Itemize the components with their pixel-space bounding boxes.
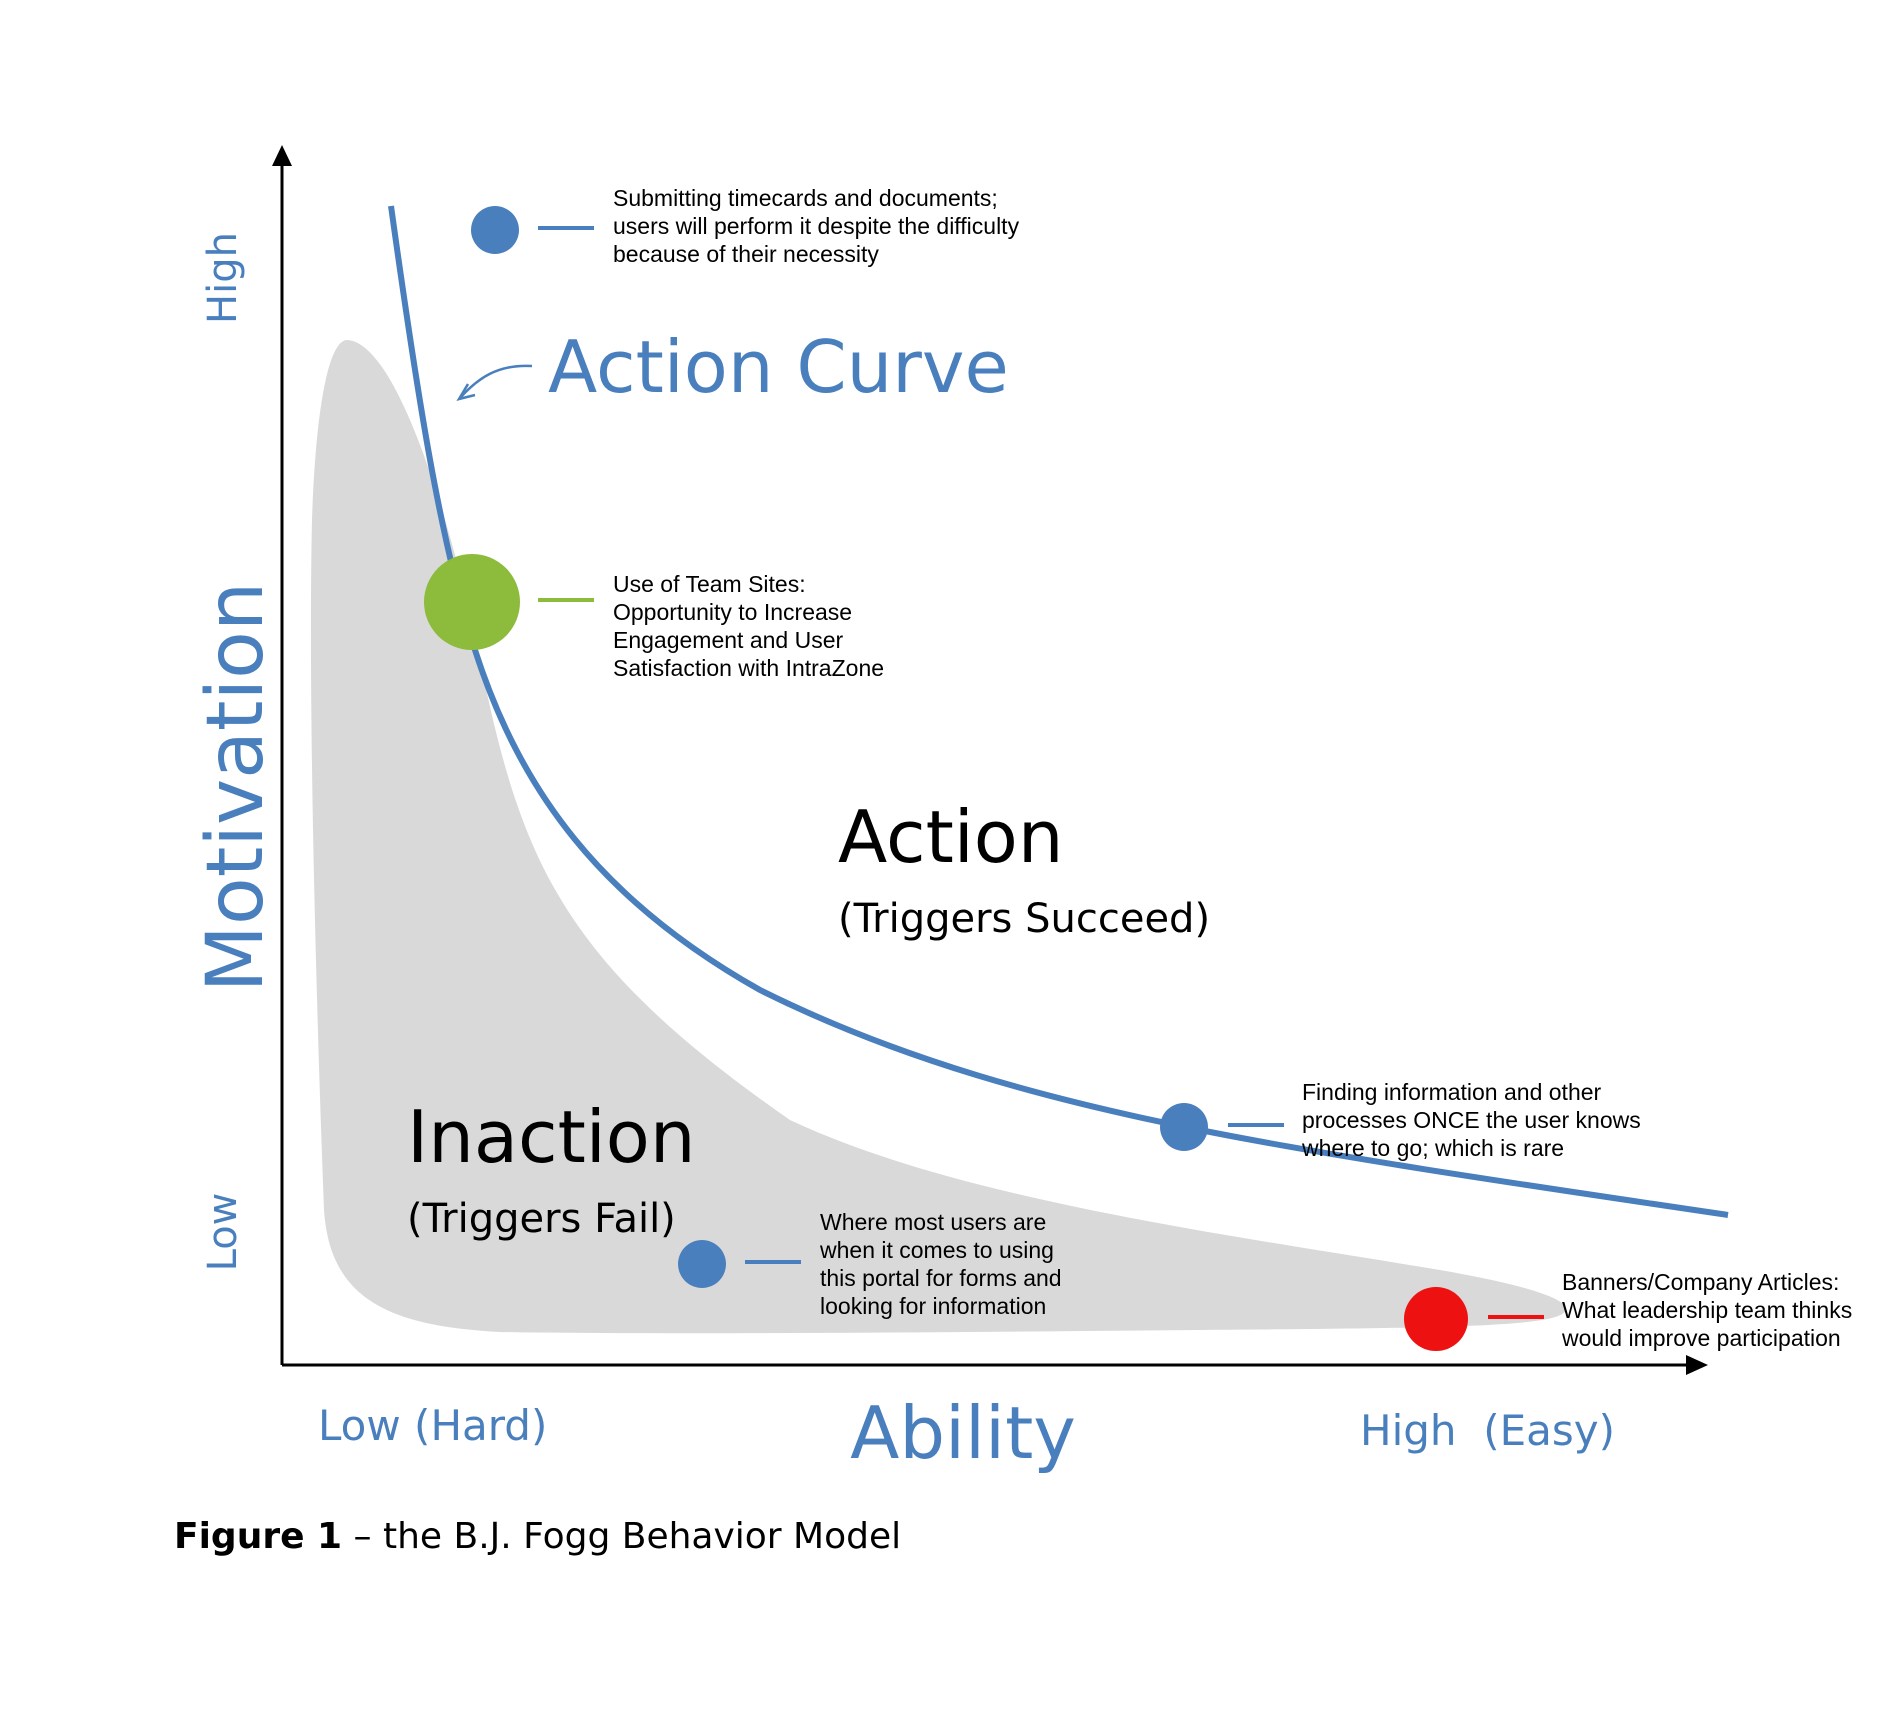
x-axis-title: Ability — [850, 1391, 1076, 1475]
marker-timecards: Submitting timecards and documents; user… — [471, 185, 1025, 267]
marker-label-line: because of their necessity — [613, 241, 879, 267]
marker-label-line: looking for information — [820, 1293, 1046, 1319]
marker-label-line: when it comes to using — [819, 1237, 1054, 1263]
marker-label: Use of Team Sites: Opportunity to Increa… — [613, 571, 884, 681]
marker-finding-info: Finding information and other processes … — [1160, 1079, 1647, 1161]
inaction-region — [310, 339, 1567, 1334]
marker-label-line: Opportunity to Increase — [613, 599, 852, 625]
marker-label-line: What leadership team thinks — [1562, 1297, 1852, 1323]
marker-banners: Banners/Company Articles: What leadershi… — [1404, 1269, 1859, 1351]
marker-label-line: this portal for forms and — [820, 1265, 1062, 1291]
marker-label-line: Satisfaction with IntraZone — [613, 655, 884, 681]
inaction-region-title: Inaction — [407, 1095, 696, 1179]
action-region-subtitle: (Triggers Succeed) — [838, 896, 1210, 942]
marker-label: Submitting timecards and documents; user… — [613, 185, 1025, 267]
x-axis-low-label: Low (Hard) — [318, 1401, 547, 1450]
action-curve-label: Action Curve — [548, 325, 1009, 409]
marker-dot — [471, 206, 519, 254]
y-axis-low-label: Low — [200, 1193, 246, 1272]
marker-label: Where most users are when it comes to us… — [819, 1209, 1068, 1319]
figure-caption: Figure 1 – the B.J. Fogg Behavior Model — [174, 1516, 901, 1557]
action-curve-pointer-arrow — [459, 364, 533, 399]
marker-dot — [424, 554, 520, 650]
figure-caption-number: Figure 1 — [174, 1516, 342, 1557]
marker-dot — [1404, 1287, 1468, 1351]
marker-label-line: Submitting timecards and documents; — [613, 185, 998, 211]
marker-dot — [1160, 1103, 1208, 1151]
x-axis-high-label: High (Easy) — [1360, 1406, 1615, 1455]
marker-label-line: would improve participation — [1561, 1325, 1841, 1351]
action-region-title: Action — [838, 795, 1064, 879]
y-axis-arrowhead — [272, 145, 292, 166]
marker-label-line: Engagement and User — [613, 627, 843, 653]
marker-label-line: Finding information and other — [1302, 1079, 1602, 1105]
marker-dot — [678, 1240, 726, 1288]
y-axis-high-label: High — [200, 232, 246, 324]
action-curve-pointer-arrowhead — [456, 383, 476, 401]
marker-label-line: processes ONCE the user knows — [1302, 1107, 1641, 1133]
marker-label-line: where to go; which is rare — [1301, 1135, 1564, 1161]
y-axis-title: Motivation — [191, 582, 281, 993]
marker-label: Finding information and other processes … — [1301, 1079, 1647, 1161]
inaction-region-subtitle: (Triggers Fail) — [407, 1196, 676, 1242]
marker-label-line: Banners/Company Articles: — [1562, 1269, 1839, 1295]
marker-label-line: Use of Team Sites: — [613, 571, 806, 597]
marker-team-sites: Use of Team Sites: Opportunity to Increa… — [424, 554, 884, 681]
marker-label-line: Where most users are — [820, 1209, 1046, 1235]
x-axis-arrowhead — [1686, 1355, 1708, 1375]
marker-label-line: users will perform it despite the diffic… — [613, 213, 1020, 239]
marker-most-users: Where most users are when it comes to us… — [678, 1209, 1068, 1319]
figure-caption-text: – the B.J. Fogg Behavior Model — [342, 1516, 901, 1557]
marker-label: Banners/Company Articles: What leadershi… — [1561, 1269, 1859, 1351]
action-curve — [388, 205, 1729, 1218]
